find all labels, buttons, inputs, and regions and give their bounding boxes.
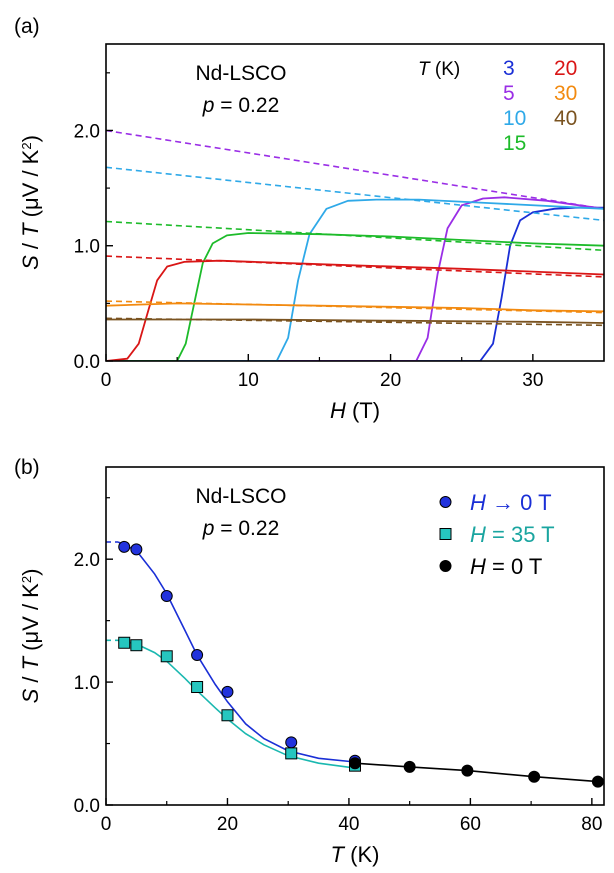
series-line-40K — [106, 318, 604, 324]
plot-frame — [105, 43, 605, 362]
series-line-5K — [106, 196, 604, 361]
legend-entry-10K: 10 — [503, 107, 526, 130]
panel-label: (a) — [14, 15, 40, 38]
plot-area — [106, 129, 604, 361]
series-line-30K — [106, 302, 604, 313]
data-point-circle — [349, 757, 361, 770]
x-axis-label: H (T) — [330, 398, 380, 423]
data-point-square — [118, 636, 131, 649]
extrapolation-line-20K — [106, 255, 604, 278]
legend-title: T (K) — [418, 59, 460, 80]
data-point-circle — [403, 760, 416, 773]
y-tick-label: 1.0 — [74, 237, 100, 258]
data-point-circle — [591, 775, 604, 788]
data-point-circle — [461, 764, 474, 777]
extrapolation-line-15K — [106, 220, 604, 252]
data-point-circle — [118, 540, 131, 553]
data-point-circle — [130, 543, 143, 556]
legend-marker-square — [439, 528, 452, 540]
panel-label: (b) — [14, 456, 40, 479]
legend-marker-circle — [439, 496, 452, 508]
extrapolation-line-10K — [106, 166, 604, 222]
legend-entry-2: H = 0 T — [470, 554, 542, 579]
y-tick-label: 1.0 — [74, 673, 100, 694]
x-axis-label: T (K) — [331, 842, 380, 867]
legend-entry-20K: 20 — [554, 57, 577, 80]
y-axis-label: S / T (μV / K2) — [18, 569, 43, 704]
data-point-circle — [221, 685, 234, 698]
x-tick-label: 80 — [581, 814, 602, 835]
series-line-15K — [106, 232, 604, 361]
legend-entry-40K: 40 — [554, 107, 577, 130]
legend-entry-1: H = 35 T — [470, 522, 555, 547]
legend-marker-circle — [439, 560, 452, 572]
extrapolation-line-5K — [106, 129, 604, 210]
data-point-square — [191, 681, 204, 694]
series-line-3K — [106, 206, 604, 361]
plot-frame — [105, 466, 605, 806]
data-point-circle — [285, 736, 298, 749]
legend-entry-0: H → 0 T — [470, 490, 552, 515]
x-tick-label: 20 — [217, 814, 238, 835]
x-tick-label: 20 — [380, 370, 401, 391]
y-tick-label: 0.0 — [74, 796, 100, 817]
x-tick-label: 60 — [460, 814, 481, 835]
legend-entry-30K: 30 — [554, 82, 577, 105]
panel-a: (a)0 10 20 300.01.02.0H (T)S / T (μV / K2)N… — [14, 15, 605, 423]
legend-entry-3K: 3 — [503, 57, 515, 80]
data-point-circle — [191, 649, 204, 662]
legend-entry-5K: 5 — [503, 82, 515, 105]
y-tick-label: 0.0 — [74, 352, 100, 373]
material-label: Nd-LSCO — [195, 485, 286, 508]
panel-b: (b) 0 20 40 60 80 0.0 1.0 2.0 T (K) S / T (μV / K2… — [14, 456, 605, 867]
doping-label: p = 0.22 — [202, 94, 280, 117]
data-point-circle — [528, 770, 541, 783]
y-tick-label: 2.0 — [74, 550, 100, 571]
doping-label: p = 0.22 — [202, 517, 280, 540]
y-axis-label: S / T (μV / K2) — [18, 135, 43, 270]
x-tick-label: 40 — [338, 814, 359, 835]
data-point-circle — [160, 590, 173, 603]
series-line-20K — [106, 259, 604, 361]
x-tick-label: 30 — [522, 370, 543, 391]
data-point-square — [160, 650, 173, 663]
material-label: Nd-LSCO — [195, 62, 286, 85]
data-point-square — [221, 709, 234, 722]
data-point-square — [285, 747, 298, 760]
legend-entry-15K: 15 — [503, 132, 526, 155]
x-tick-label: 0 — [101, 814, 112, 835]
x-tick-label: 10 — [238, 370, 259, 391]
fit-line-1 — [117, 639, 356, 769]
fit-line-2 — [354, 762, 598, 783]
y-tick-label: 2.0 — [74, 121, 100, 142]
x-tick-label: 0 — [101, 370, 112, 391]
data-point-square — [130, 639, 143, 652]
series-line-10K — [106, 198, 604, 361]
